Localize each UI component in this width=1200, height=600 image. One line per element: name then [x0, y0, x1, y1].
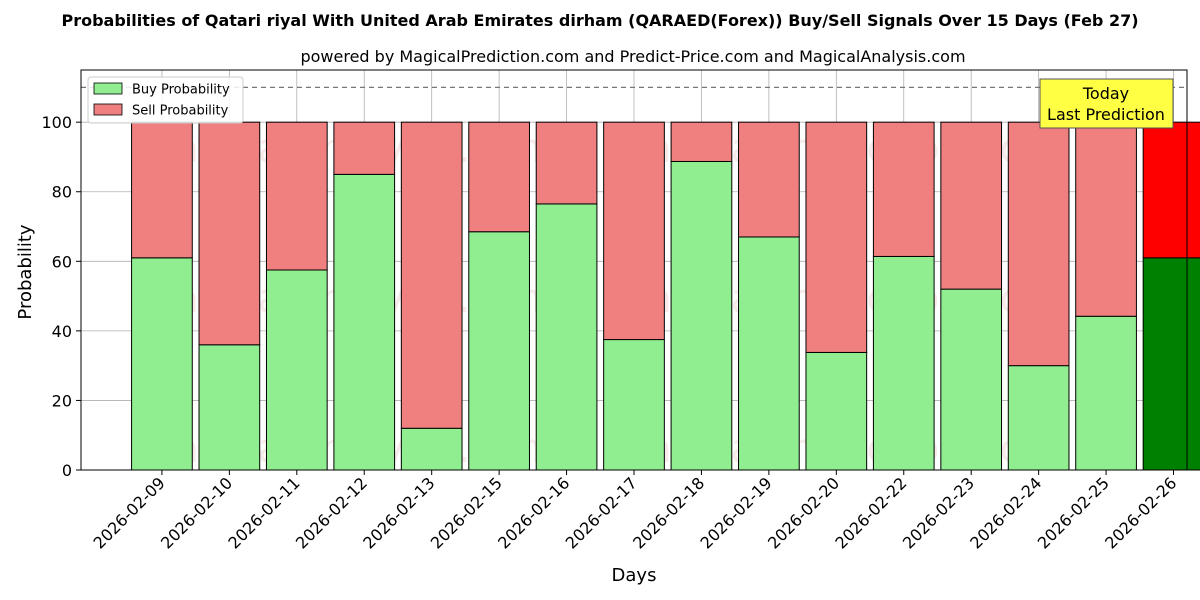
sell-bar — [333, 121, 396, 175]
x-tick-label: 2026-02-20 — [764, 473, 843, 552]
buy-bar — [1007, 365, 1070, 471]
buy-bar — [198, 344, 261, 471]
buy-bar — [400, 427, 463, 471]
sell-bar — [805, 121, 868, 353]
x-axis-label: Days — [612, 565, 657, 586]
annotation-line: Last Prediction — [1047, 105, 1165, 124]
bars-layer — [131, 121, 1200, 471]
buy-bar — [738, 236, 800, 471]
x-tick-label: 2026-02-09 — [90, 473, 169, 552]
sell-bar — [872, 121, 935, 257]
x-tick-label: 2026-02-11 — [224, 473, 303, 552]
sell-bar — [400, 121, 463, 429]
x-tick-label: 2026-02-17 — [562, 473, 641, 552]
annotation-line: Today — [1082, 84, 1129, 103]
y-axis-label: Probability — [15, 224, 36, 319]
x-tick-label: 2026-02-26 — [1101, 473, 1180, 552]
sell-bar — [265, 121, 328, 271]
x-tick-label: 2026-02-22 — [831, 473, 910, 552]
sell-bar — [603, 121, 665, 341]
sell-bar — [468, 121, 530, 233]
buy-bar — [872, 255, 935, 471]
y-tick-label: 20 — [52, 391, 72, 410]
sell-bar — [1075, 121, 1137, 317]
x-tick-label: 2026-02-19 — [697, 473, 776, 552]
sell-bar — [535, 121, 598, 205]
x-tick-label: 2026-02-24 — [966, 473, 1045, 552]
annotation-box — [1039, 78, 1174, 129]
y-tick-label: 60 — [52, 252, 72, 271]
today-annotation: Today Last Prediction — [1039, 78, 1174, 129]
buy-bar — [131, 257, 193, 471]
legend-label: Sell Probability — [132, 104, 229, 119]
y-tick-label: 0 — [62, 461, 72, 480]
sell-bar — [670, 121, 733, 162]
x-tick-label: 2026-02-15 — [427, 473, 506, 552]
x-axis-ticks: 2026-02-092026-02-102026-02-112026-02-12… — [90, 470, 1180, 553]
x-tick-label: 2026-02-16 — [494, 473, 573, 552]
legend-box — [87, 76, 244, 124]
y-tick-label: 40 — [52, 322, 72, 341]
buy-bar — [265, 269, 328, 471]
buy-bar — [333, 173, 396, 471]
x-tick-label: 2026-02-23 — [899, 473, 978, 552]
buy-bar — [468, 231, 530, 471]
y-axis-ticks: 0 20 40 60 80 100 — [41, 113, 81, 480]
sell-bar — [1007, 121, 1070, 367]
y-tick-label: 80 — [52, 183, 72, 202]
buy-bar — [535, 203, 598, 471]
sell-bar — [940, 121, 1003, 290]
y-tick-label: 100 — [41, 113, 72, 132]
sell-bar — [198, 121, 261, 346]
buy-bar — [805, 351, 868, 471]
buy-bar — [1075, 315, 1137, 471]
x-tick-label: 2026-02-13 — [359, 473, 438, 552]
chart-subtitle: powered by MagicalPrediction.com and Pre… — [300, 47, 965, 66]
chart-title: Probabilities of Qatari riyal With Unite… — [61, 11, 1138, 30]
legend-label: Buy Probability — [132, 83, 230, 98]
legend-swatch — [93, 82, 123, 95]
legend-swatch — [93, 103, 123, 116]
x-tick-label: 2026-02-12 — [292, 473, 371, 552]
x-tick-label: 2026-02-10 — [157, 473, 236, 552]
buy-bar — [1142, 257, 1200, 471]
buy-bar — [940, 288, 1003, 471]
buy-bar — [670, 160, 733, 471]
x-tick-label: 2026-02-18 — [629, 473, 708, 552]
sell-bar — [131, 121, 193, 259]
legend: Buy Probability Sell Probability — [87, 76, 244, 124]
sell-bar — [738, 121, 800, 238]
sell-bar — [1142, 121, 1200, 259]
x-tick-label: 2026-02-25 — [1034, 473, 1113, 552]
buy-bar — [603, 339, 665, 471]
